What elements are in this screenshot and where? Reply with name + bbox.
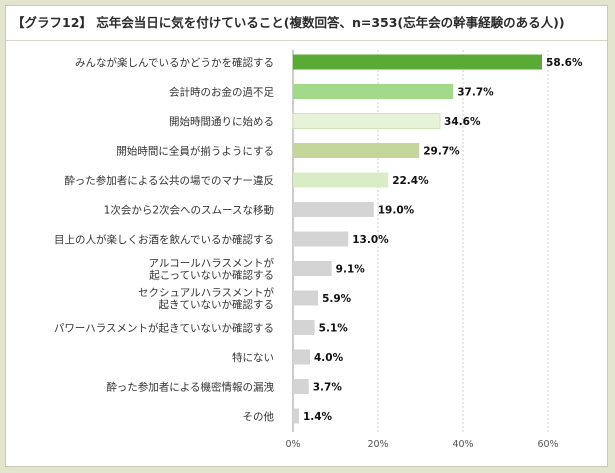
data-label: 37.7%	[457, 87, 494, 99]
data-label: 34.6%	[444, 116, 481, 128]
bar	[293, 408, 299, 424]
category-label: パワーハラスメントが起きていないか確認する	[54, 322, 274, 335]
x-tick-label: 20%	[367, 439, 388, 450]
category-label: その他	[243, 410, 275, 423]
category-label: アルコールハラスメントが	[149, 257, 275, 270]
bar	[293, 290, 319, 306]
bar	[293, 143, 420, 158]
category-label: 起きていないか確認する	[159, 298, 275, 311]
bar	[292, 113, 441, 129]
category-label: 1次会から2次会へのスムースな移動	[104, 204, 274, 217]
bar	[293, 172, 389, 188]
data-label: 1.4%	[303, 411, 333, 423]
category-label: 特にない	[232, 352, 274, 364]
bar	[293, 84, 454, 99]
category-label: 酔った参加者による公共の場でのマナー違反	[64, 174, 274, 187]
category-label: みんなが楽しんでいるかどうかを確認する	[75, 56, 274, 69]
data-label: 58.6%	[546, 57, 583, 69]
data-label: 19.0%	[378, 205, 415, 217]
bar	[293, 379, 309, 394]
x-tick-label: 40%	[452, 439, 473, 450]
bar	[293, 320, 315, 335]
category-label: 会計時のお金の過不足	[169, 86, 274, 99]
data-label: 29.7%	[423, 146, 460, 158]
data-label: 3.7%	[313, 382, 343, 394]
bar	[293, 261, 332, 276]
x-tick-label: 0%	[285, 439, 300, 450]
data-label: 13.0%	[352, 234, 389, 246]
data-label: 9.1%	[336, 264, 366, 276]
bar	[293, 231, 349, 247]
title-divider	[6, 40, 607, 41]
data-label: 5.9%	[322, 293, 352, 305]
category-label: 開始時間通りに始める	[169, 115, 274, 128]
bar	[293, 349, 310, 365]
category-label: 起こっていないか確認する	[149, 269, 274, 282]
bar	[293, 54, 543, 70]
category-label: 酔った参加者による機密情報の漏洩	[106, 381, 274, 394]
data-label: 5.1%	[319, 323, 349, 335]
chart-title: 【グラフ12】 忘年会当日に気を付けていること(複数回答、n=353(忘年会の幹…	[12, 15, 565, 30]
x-tick-label: 60%	[537, 439, 558, 450]
bar	[293, 202, 374, 217]
data-label: 4.0%	[314, 352, 344, 364]
category-label: 目上の人が楽しくお酒を飲んでいるか確認する	[54, 233, 274, 246]
category-label: セクシュアルハラスメントが	[138, 286, 274, 299]
data-label: 22.4%	[392, 175, 429, 187]
category-label: 開始時間に全員が揃うようにする	[116, 145, 274, 158]
